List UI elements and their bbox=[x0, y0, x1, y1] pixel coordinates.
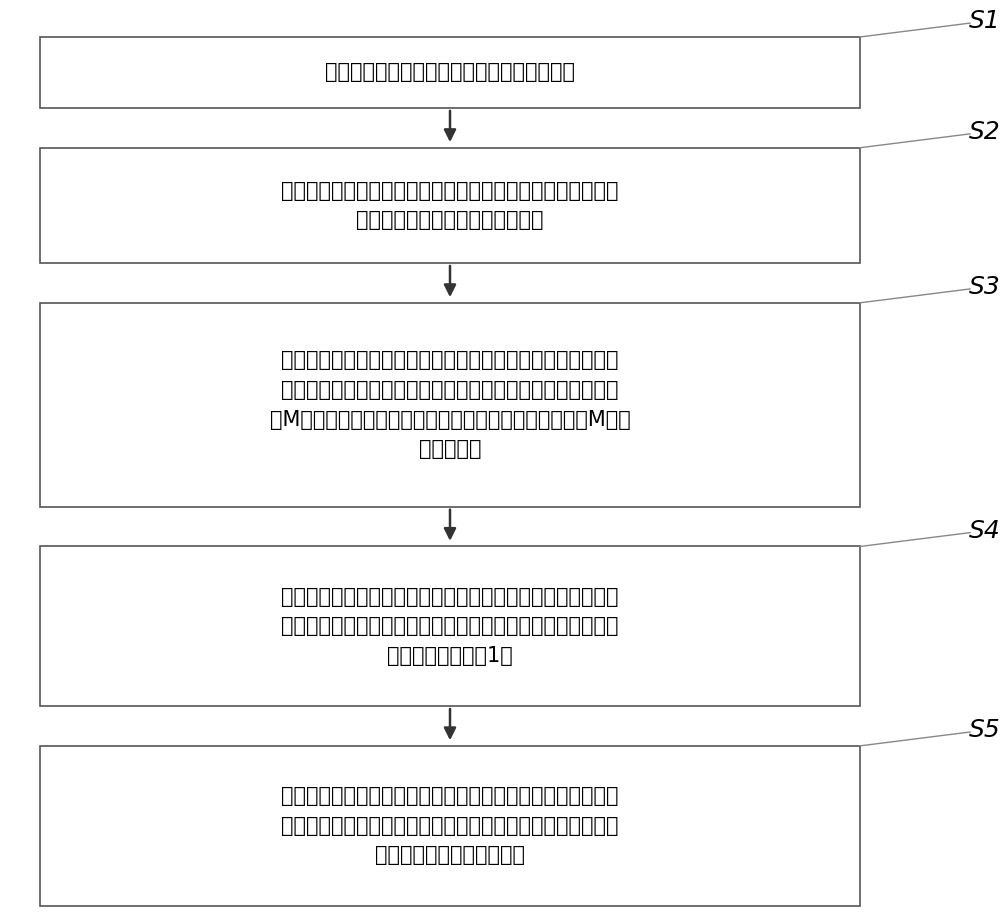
Bar bbox=[40, 746, 860, 906]
Bar bbox=[40, 546, 860, 706]
Text: 统计采集到的所述交通信息数据中所有车的车轴数，选取最高
比例车轴数的车型作为标准车辆；: 统计采集到的所述交通信息数据中所有车的车轴数，选取最高 比例车轴数的车型作为标准… bbox=[281, 180, 619, 230]
Text: 根据上述各等价折算系数结合交通通行能力计算模型分别得到
该段高速公路货运车道在任意车型混入比例情况下非跟驰状态
和跟驰状态下的通行能力。: 根据上述各等价折算系数结合交通通行能力计算模型分别得到 该段高速公路货运车道在任… bbox=[281, 786, 619, 865]
Bar bbox=[40, 37, 860, 108]
Text: S5: S5 bbox=[969, 718, 1000, 742]
Text: 将采集到的交通信息数据中所有车按功率重量比和外廓尺寸，
进行聚类，根据聚类结果将所述交通信息数据中的车按车型分
为M类；其中所述标准车辆的功率重量比和外廓尺寸落: 将采集到的交通信息数据中所有车按功率重量比和外廓尺寸， 进行聚类，根据聚类结果将… bbox=[270, 350, 630, 459]
Bar bbox=[40, 148, 860, 263]
Text: S2: S2 bbox=[969, 120, 1000, 144]
Text: 获取各车型在非跟驰状态下和跟驰状态下相对于标准车辆的等
价折算系数，其中，标准车辆所在的那类车型相对于标准车辆
的等价折算系数为1；: 获取各车型在非跟驰状态下和跟驰状态下相对于标准车辆的等 价折算系数，其中，标准车… bbox=[281, 587, 619, 666]
Text: S3: S3 bbox=[969, 275, 1000, 299]
Bar bbox=[40, 303, 860, 506]
Text: S1: S1 bbox=[969, 9, 1000, 33]
Text: S4: S4 bbox=[969, 518, 1000, 542]
Text: 采集一段高速公路货运车道的交通信息数据；: 采集一段高速公路货运车道的交通信息数据； bbox=[325, 63, 575, 82]
